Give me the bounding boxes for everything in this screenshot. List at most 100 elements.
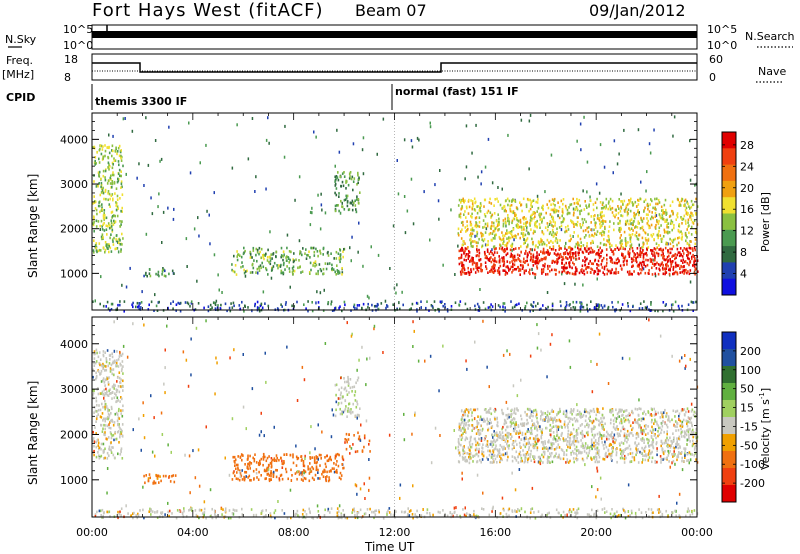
echo-cell: [371, 303, 373, 307]
noise-cell: [403, 195, 406, 198]
echo-cell: [689, 214, 691, 217]
noise-cell: [141, 290, 143, 294]
noise-cell: [370, 245, 372, 249]
echo-cell: [109, 182, 112, 185]
echo-cell: [100, 442, 103, 446]
echo-cell: [636, 247, 639, 250]
echo-cell: [626, 263, 628, 266]
echo-cell: [211, 306, 213, 309]
echo-cell: [112, 149, 114, 153]
echo-cell: [110, 405, 113, 409]
echo-cell: [602, 271, 604, 274]
echo-cell: [684, 270, 686, 274]
echo-cell: [162, 267, 164, 270]
echo-cell: [599, 269, 601, 273]
echo-cell: [539, 212, 541, 216]
echo-cell: [94, 426, 96, 429]
echo-cell: [112, 360, 114, 364]
echo-cell: [626, 260, 628, 263]
echo-cell: [93, 195, 95, 198]
echo-cell: [170, 302, 172, 305]
echo-cell: [98, 351, 101, 354]
echo-cell: [654, 215, 657, 218]
echo-cell: [494, 198, 496, 201]
echo-cell: [629, 228, 631, 232]
echo-cell: [484, 408, 487, 411]
echo-cell: [488, 409, 490, 412]
echo-cell: [679, 251, 681, 254]
echo-cell: [559, 438, 561, 441]
echo-cell: [649, 309, 651, 312]
echo-cell: [620, 234, 622, 237]
echo-cell: [510, 232, 512, 235]
noise-cell: [576, 139, 578, 143]
echo-cell: [662, 252, 664, 255]
echo-cell: [536, 210, 538, 213]
echo-cell: [634, 407, 637, 411]
noise-cell: [455, 506, 457, 510]
echo-cell: [220, 303, 222, 307]
echo-cell: [568, 261, 571, 264]
noise-cell: [678, 492, 681, 496]
noise-cell: [213, 191, 215, 195]
echo-cell: [492, 221, 495, 225]
echo-cell: [572, 427, 575, 431]
noise-cell: [596, 362, 598, 366]
echo-cell: [502, 234, 504, 237]
echo-cell: [667, 259, 670, 262]
echo-cell: [281, 466, 284, 469]
echo-cell: [694, 242, 696, 246]
echo-cell: [233, 304, 235, 308]
echo-cell: [484, 252, 486, 256]
echo-cell: [567, 426, 569, 429]
echo-cell: [602, 256, 605, 260]
echo-cell: [107, 412, 110, 416]
echo-cell: [356, 450, 359, 453]
echo-cell: [638, 233, 640, 237]
echo-cell: [299, 250, 301, 253]
echo-cell: [681, 270, 683, 274]
echo-cell: [103, 212, 105, 215]
echo-cell: [668, 231, 671, 234]
noise-cell: [450, 208, 452, 212]
noise-cell: [506, 349, 508, 353]
noise-cell: [190, 373, 192, 377]
echo-cell: [583, 208, 586, 211]
echo-cell: [640, 271, 642, 275]
echo-cell: [564, 252, 566, 255]
echo-cell: [104, 392, 106, 395]
echo-cell: [576, 454, 578, 457]
echo-cell: [676, 247, 679, 251]
echo-cell: [95, 377, 97, 381]
echo-cell: [268, 478, 271, 481]
noise-cell: [266, 472, 268, 476]
nsearch-lo: 10^0: [707, 39, 737, 52]
echo-cell: [687, 202, 689, 206]
echo-cell: [494, 227, 497, 231]
echo-cell: [334, 175, 336, 179]
echo-cell: [118, 376, 121, 380]
echo-cell: [535, 200, 537, 204]
echo-cell: [513, 263, 516, 267]
echo-cell: [93, 444, 95, 448]
echo-cell: [545, 251, 548, 254]
echo-cell: [217, 304, 219, 307]
echo-cell: [95, 246, 97, 250]
echo-cell: [353, 177, 356, 180]
echo-cell: [505, 421, 508, 425]
echo-cell: [505, 199, 507, 202]
echo-cell: [462, 240, 464, 243]
echo-cell: [690, 240, 692, 243]
echo-cell: [649, 217, 652, 221]
echo-cell: [493, 229, 496, 233]
echo-cell: [480, 437, 483, 440]
echo-cell: [601, 306, 604, 309]
echo-cell: [593, 218, 595, 221]
noise-cell: [129, 266, 131, 270]
echo-cell: [105, 224, 108, 228]
noise-cell: [689, 458, 692, 462]
echo-cell: [109, 176, 112, 180]
echo-cell: [477, 270, 480, 273]
echo-cell: [655, 242, 658, 245]
echo-cell: [322, 470, 324, 474]
